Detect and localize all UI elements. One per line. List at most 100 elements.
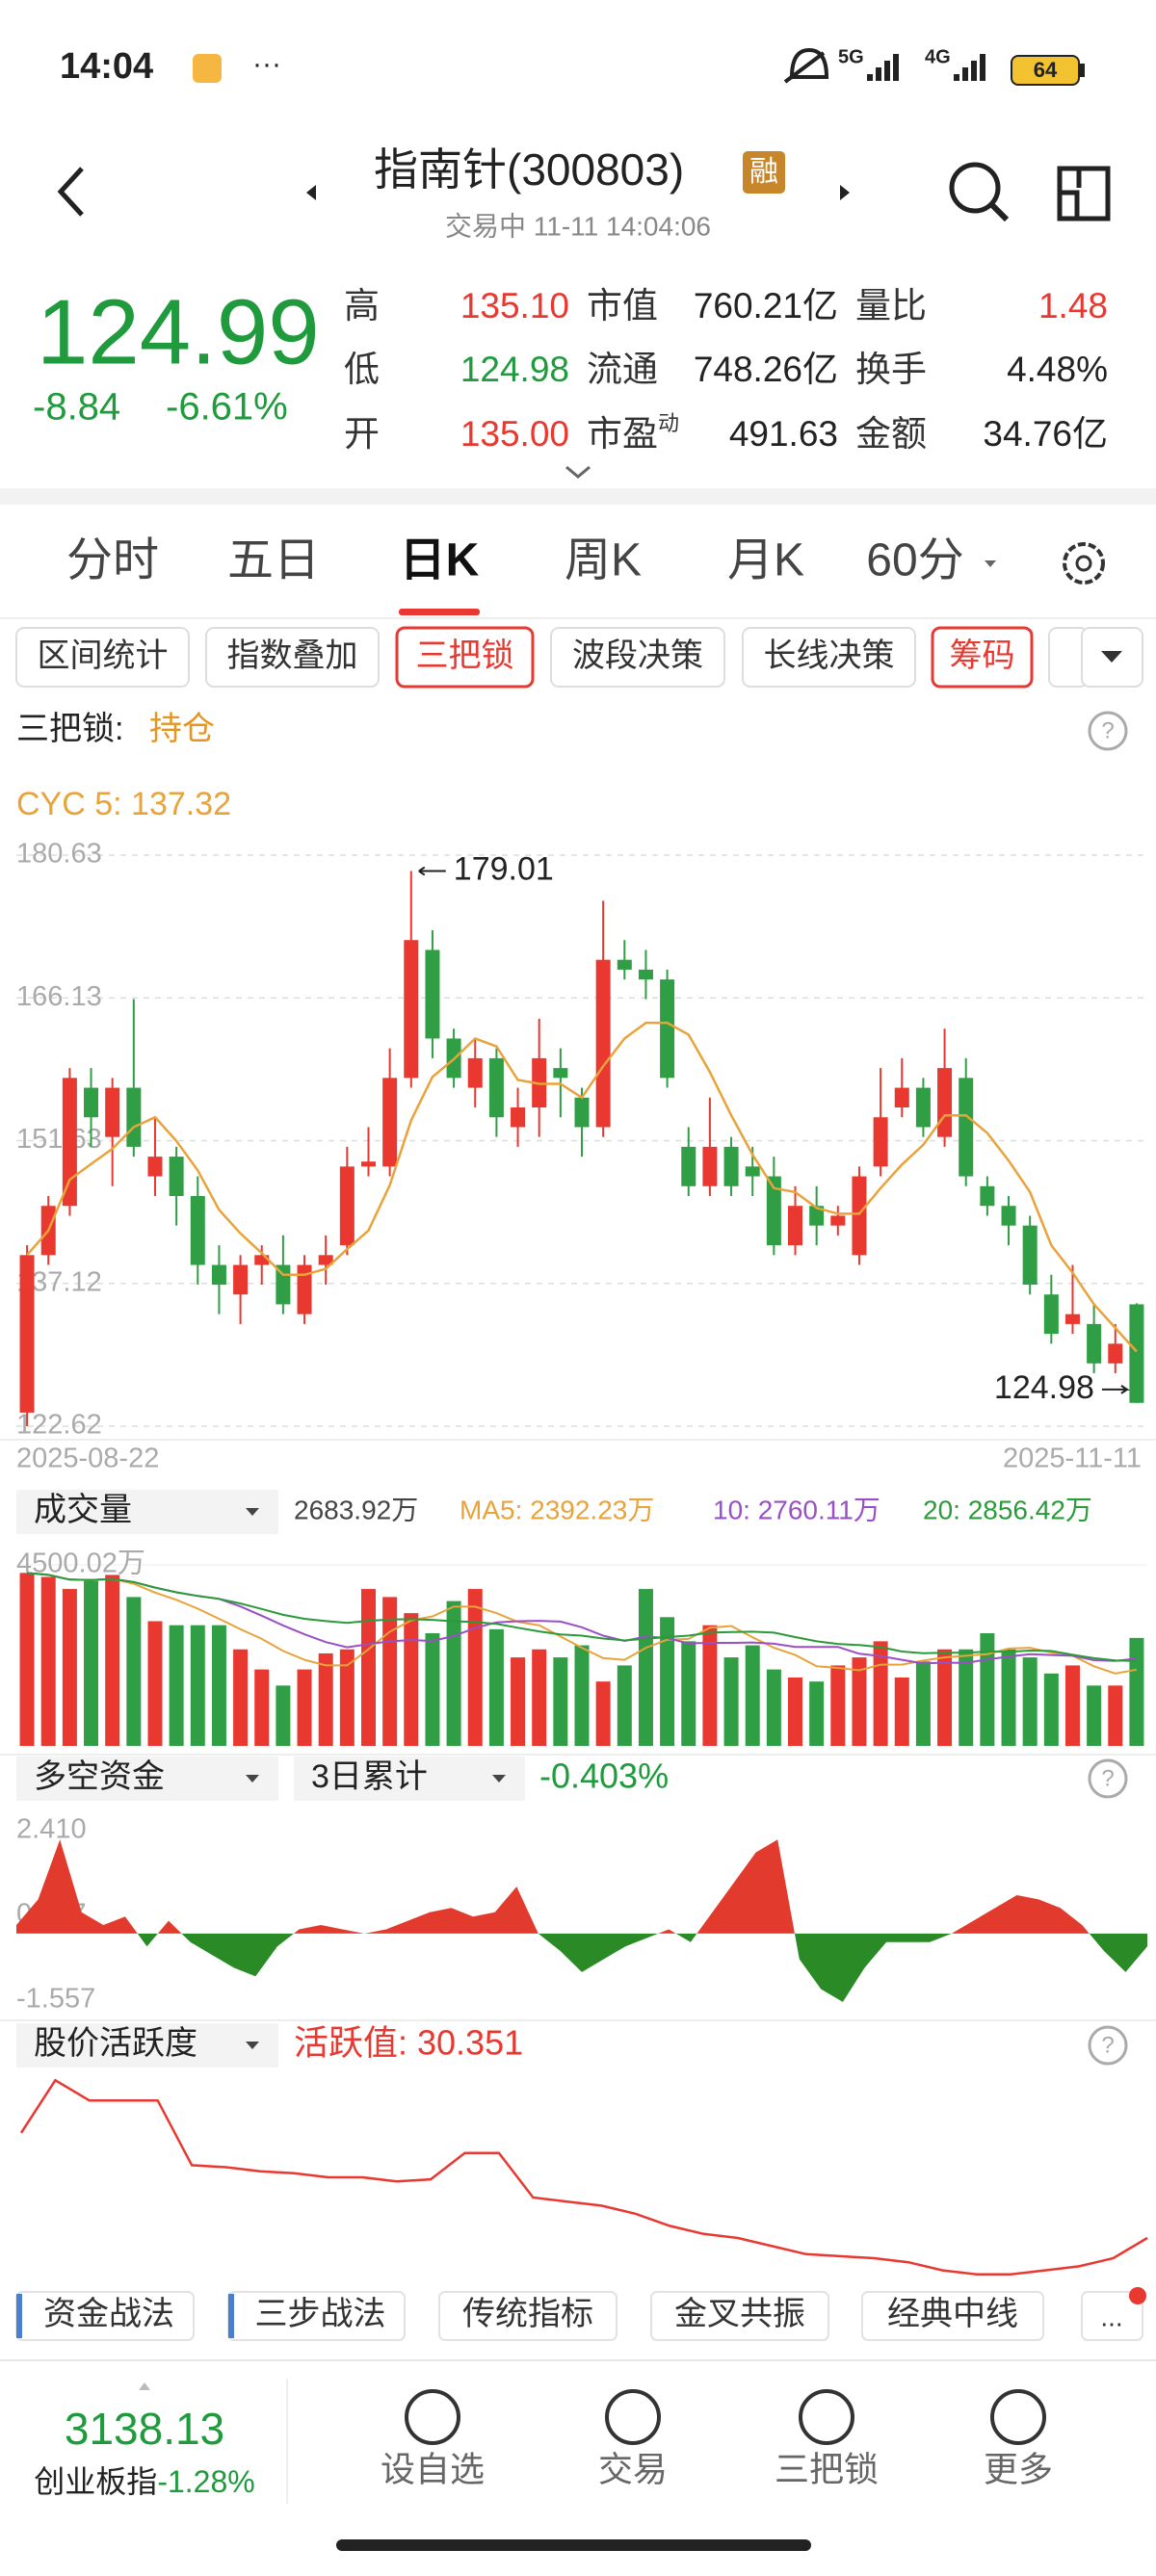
stat-label: 低 xyxy=(344,350,380,389)
volume-bar xyxy=(788,1677,803,1746)
candle-body xyxy=(852,1176,867,1256)
annotation-arrow xyxy=(1101,1385,1131,1394)
settings-icon[interactable] xyxy=(1063,542,1105,585)
prev-stock[interactable] xyxy=(306,185,316,200)
volume-bar xyxy=(211,1625,226,1746)
search-icon[interactable] xyxy=(949,162,1001,214)
date-start: 2025-08-22 xyxy=(16,1444,159,1474)
tool-chip[interactable] xyxy=(395,626,535,689)
volume-bar xyxy=(425,1633,440,1746)
period-tab[interactable]: 日K xyxy=(400,535,480,586)
next-stock[interactable] xyxy=(840,185,850,200)
tool-chip[interactable] xyxy=(205,627,380,688)
candle-body xyxy=(723,1146,739,1186)
volume-bar xyxy=(276,1685,291,1746)
nav-icon[interactable] xyxy=(799,2389,854,2445)
panel-selector-label: 成交量 xyxy=(34,1492,132,1528)
change: -8.84 xyxy=(33,386,120,429)
volume-bar xyxy=(638,1589,653,1746)
panel-selector[interactable] xyxy=(16,1756,278,1801)
net-label: 4G xyxy=(925,46,951,67)
back-button[interactable] xyxy=(57,167,84,217)
index-up-mark xyxy=(139,2382,150,2390)
tool-chip[interactable] xyxy=(550,627,725,688)
strategy-more[interactable] xyxy=(1081,2291,1143,2341)
tool-chip[interactable] xyxy=(742,627,916,688)
candle-body xyxy=(915,1087,931,1128)
help-icon[interactable] xyxy=(1088,711,1128,751)
signal-bar xyxy=(954,74,959,81)
activity-line xyxy=(19,2078,1148,2277)
tool-chip[interactable] xyxy=(931,626,1034,689)
period-tab[interactable]: 月K xyxy=(727,535,804,586)
panel-selector[interactable] xyxy=(16,1490,278,1534)
volume-bar xyxy=(318,1652,333,1746)
strategy-chip[interactable] xyxy=(438,2291,617,2341)
high-annotation: 179.01 xyxy=(454,851,554,888)
tool-chip-label: 三把锁 xyxy=(416,637,514,674)
money-flow-value: -0.403% xyxy=(539,1756,669,1796)
volume-bar xyxy=(959,1649,974,1746)
volume-bar xyxy=(467,1589,483,1746)
nav-icon[interactable] xyxy=(990,2389,1046,2445)
tool-chip-label: 长线决策 xyxy=(764,637,895,674)
panel-selector[interactable] xyxy=(294,1756,525,1801)
expand-chevron[interactable] xyxy=(565,465,591,479)
share-icon[interactable] xyxy=(1057,166,1111,221)
annotation-arrow xyxy=(418,866,446,876)
candle-body xyxy=(959,1078,974,1177)
y-tick-label: 180.63 xyxy=(16,839,102,870)
help-icon[interactable] xyxy=(1088,2025,1128,2066)
tool-chip[interactable] xyxy=(15,627,190,688)
stat-label: 金额 xyxy=(855,414,927,454)
period-tab[interactable]: 周K xyxy=(565,535,642,586)
signal-bar xyxy=(876,67,881,81)
candle-body xyxy=(425,950,440,1039)
candle-body xyxy=(62,1078,77,1207)
price: 124.99 xyxy=(37,280,320,383)
y-tick-label: 122.62 xyxy=(16,1410,102,1441)
candle-body xyxy=(1001,1206,1016,1226)
y-tick-label: 166.13 xyxy=(16,981,102,1012)
subtitle: 交易中 11-11 14:04:06 xyxy=(445,211,711,241)
volume-current: 2683.92万 xyxy=(294,1495,418,1524)
strategy-chip[interactable] xyxy=(861,2291,1044,2341)
candle-body xyxy=(254,1255,270,1265)
strategy-accent xyxy=(228,2294,234,2338)
volume-bar xyxy=(84,1580,99,1746)
panel-selector-label: 3日累计 xyxy=(311,1758,428,1795)
help-icon[interactable] xyxy=(1088,1758,1128,1799)
more-dots: ··· xyxy=(252,48,281,80)
candle-body xyxy=(681,1146,696,1186)
volume-bar xyxy=(1087,1685,1102,1746)
y-tick-label: 151.63 xyxy=(16,1124,102,1155)
volume-bar xyxy=(488,1628,504,1746)
panel-selector[interactable] xyxy=(16,2023,278,2068)
candle-body xyxy=(169,1157,184,1197)
home-indicator xyxy=(336,2539,811,2551)
nav-icon[interactable] xyxy=(605,2389,661,2445)
volume-bar xyxy=(681,1641,696,1746)
volume-bar xyxy=(1108,1685,1123,1746)
candle-body xyxy=(360,1161,376,1167)
stat-value: 760.21亿 xyxy=(694,286,838,325)
strategy-chip[interactable] xyxy=(650,2291,829,2341)
volume-bar xyxy=(660,1617,675,1746)
volume-bar xyxy=(1043,1673,1059,1746)
volume-bar xyxy=(511,1657,526,1746)
candle-body xyxy=(595,959,611,1128)
volume-bar xyxy=(766,1669,781,1746)
nav-icon[interactable] xyxy=(405,2389,460,2445)
volume-bar xyxy=(105,1574,120,1746)
stat-label-main: 市盈 xyxy=(587,414,658,454)
notify-dot xyxy=(1129,2287,1146,2304)
stat-value: 135.10 xyxy=(460,286,569,325)
volume-bar xyxy=(360,1589,376,1746)
search-handle xyxy=(988,201,1010,222)
indicator-label: 三把锁: xyxy=(16,711,123,747)
mute-icon xyxy=(783,47,829,84)
period-tab[interactable]: 60分 xyxy=(866,535,963,586)
period-tab[interactable]: 五日 xyxy=(227,535,320,586)
period-tab[interactable]: 分时 xyxy=(66,535,159,586)
